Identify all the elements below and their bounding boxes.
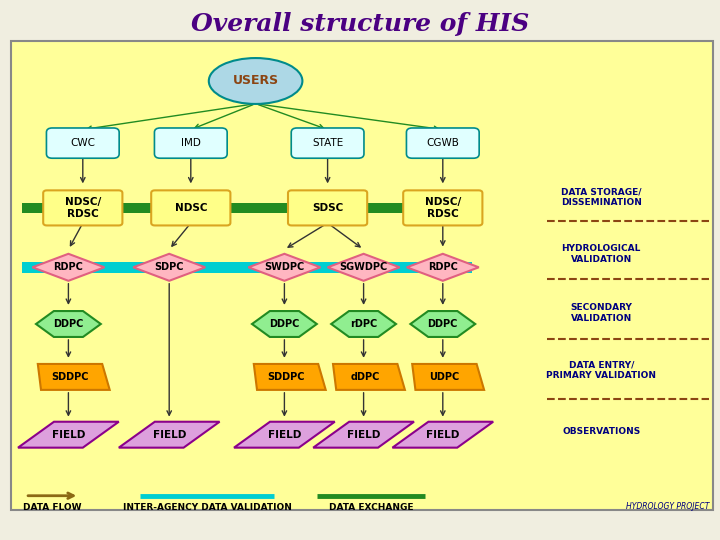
Polygon shape xyxy=(313,422,414,448)
Text: STATE: STATE xyxy=(312,138,343,148)
Text: DDPC: DDPC xyxy=(269,319,300,329)
FancyBboxPatch shape xyxy=(406,128,480,158)
Polygon shape xyxy=(37,364,109,390)
Text: NDSC: NDSC xyxy=(174,203,207,213)
Text: FIELD: FIELD xyxy=(426,430,459,440)
Polygon shape xyxy=(248,254,320,281)
Text: DATA STORAGE/
DISSEMINATION: DATA STORAGE/ DISSEMINATION xyxy=(561,187,642,207)
Polygon shape xyxy=(407,254,479,281)
Text: SDDPC: SDDPC xyxy=(267,372,305,382)
Polygon shape xyxy=(328,254,400,281)
FancyBboxPatch shape xyxy=(22,202,472,213)
FancyBboxPatch shape xyxy=(403,191,482,226)
Text: rDPC: rDPC xyxy=(350,319,377,329)
Text: OBSERVATIONS: OBSERVATIONS xyxy=(562,428,640,436)
Text: FIELD: FIELD xyxy=(268,430,301,440)
FancyBboxPatch shape xyxy=(154,128,228,158)
Polygon shape xyxy=(133,254,205,281)
Polygon shape xyxy=(234,422,335,448)
Text: RDPC: RDPC xyxy=(428,262,458,272)
Text: dDPC: dDPC xyxy=(351,372,380,382)
Text: Overall structure of HIS: Overall structure of HIS xyxy=(191,12,529,36)
Text: INTER-AGENCY DATA VALIDATION: INTER-AGENCY DATA VALIDATION xyxy=(122,503,292,512)
Text: NDSC/
RDSC: NDSC/ RDSC xyxy=(425,197,461,219)
Text: UDPC: UDPC xyxy=(429,372,459,382)
Text: HYDROLOGY PROJECT: HYDROLOGY PROJECT xyxy=(626,502,709,511)
Text: DATA ENTRY/
PRIMARY VALIDATION: DATA ENTRY/ PRIMARY VALIDATION xyxy=(546,360,656,380)
Polygon shape xyxy=(254,364,325,390)
Polygon shape xyxy=(18,422,119,448)
Polygon shape xyxy=(252,311,317,337)
Text: DDPC: DDPC xyxy=(428,319,458,329)
Text: CWC: CWC xyxy=(71,138,95,148)
FancyBboxPatch shape xyxy=(11,40,713,510)
Text: FIELD: FIELD xyxy=(153,430,186,440)
Text: SDDPC: SDDPC xyxy=(51,372,89,382)
Text: SDPC: SDPC xyxy=(155,262,184,272)
Polygon shape xyxy=(392,422,493,448)
Text: SWDPC: SWDPC xyxy=(264,262,305,272)
Polygon shape xyxy=(333,364,405,390)
FancyBboxPatch shape xyxy=(46,128,120,158)
Text: FIELD: FIELD xyxy=(52,430,85,440)
Polygon shape xyxy=(32,254,104,281)
Polygon shape xyxy=(331,311,396,337)
Polygon shape xyxy=(36,311,101,337)
Ellipse shape xyxy=(209,58,302,104)
FancyBboxPatch shape xyxy=(288,191,367,226)
Text: IMD: IMD xyxy=(181,138,201,148)
FancyBboxPatch shape xyxy=(151,191,230,226)
Text: SECONDARY
VALIDATION: SECONDARY VALIDATION xyxy=(570,303,632,323)
Text: DDPC: DDPC xyxy=(53,319,84,329)
Text: DATA EXCHANGE: DATA EXCHANGE xyxy=(328,503,413,512)
Polygon shape xyxy=(119,422,220,448)
Text: FIELD: FIELD xyxy=(347,430,380,440)
Text: CGWB: CGWB xyxy=(426,138,459,148)
Text: DATA FLOW: DATA FLOW xyxy=(23,503,81,512)
FancyBboxPatch shape xyxy=(291,128,364,158)
FancyBboxPatch shape xyxy=(43,191,122,226)
Text: HYDROLOGICAL
VALIDATION: HYDROLOGICAL VALIDATION xyxy=(562,244,641,264)
Text: RDPC: RDPC xyxy=(53,262,84,272)
Polygon shape xyxy=(410,311,475,337)
Text: NDSC/
RDSC: NDSC/ RDSC xyxy=(65,197,101,219)
Text: SGWDPC: SGWDPC xyxy=(339,262,388,272)
FancyBboxPatch shape xyxy=(22,262,472,273)
Text: USERS: USERS xyxy=(233,75,279,87)
Polygon shape xyxy=(412,364,484,390)
Text: SDSC: SDSC xyxy=(312,203,343,213)
